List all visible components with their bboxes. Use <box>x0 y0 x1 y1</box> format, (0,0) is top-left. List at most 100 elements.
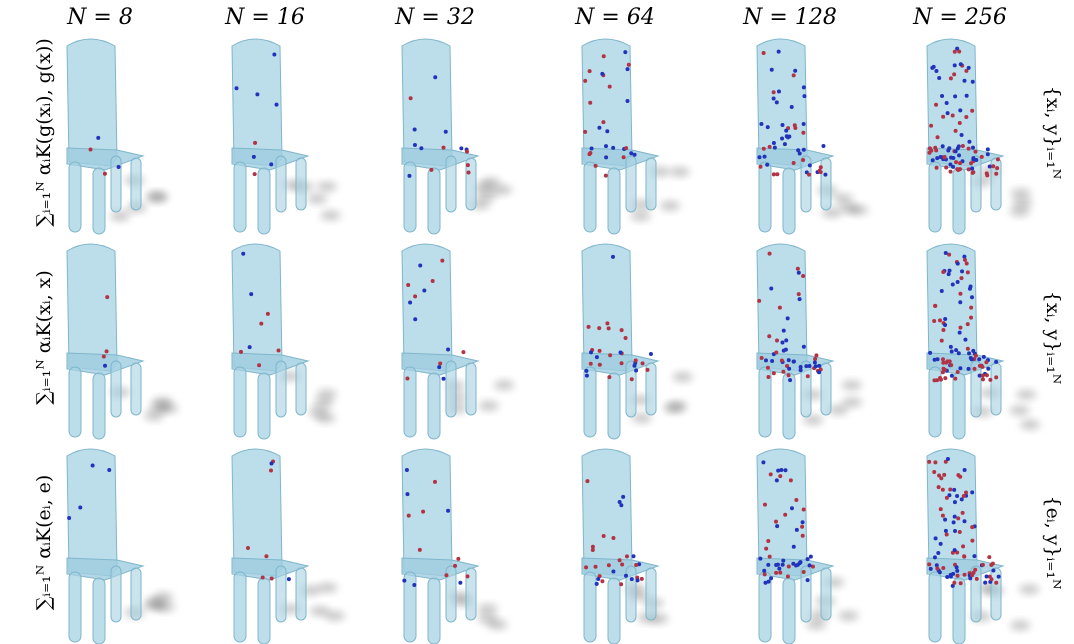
chair-render <box>67 244 178 439</box>
sample-point <box>89 147 93 151</box>
sample-point <box>958 331 962 335</box>
shadow <box>667 401 687 411</box>
chair-render <box>927 244 1040 439</box>
shadow <box>838 611 858 621</box>
sample-point <box>277 349 281 353</box>
sample-point <box>946 457 950 461</box>
sample-point <box>801 520 805 524</box>
sample-point <box>946 111 950 115</box>
sample-point <box>777 50 781 54</box>
sample-point <box>944 165 948 169</box>
sample-point <box>951 165 955 169</box>
shadow <box>673 372 693 382</box>
sample-point <box>246 546 250 550</box>
sample-point <box>287 577 291 581</box>
sample-point <box>807 173 811 177</box>
sample-point <box>630 577 634 581</box>
sample-point <box>241 252 245 256</box>
chair <box>67 449 143 644</box>
sample-point <box>958 475 962 479</box>
sample-point <box>940 339 944 343</box>
sample-point <box>937 485 941 489</box>
sample-point <box>787 358 791 362</box>
sample-point <box>954 160 958 164</box>
sample-point <box>778 474 782 478</box>
sample-point <box>778 571 782 575</box>
sample-point <box>801 534 805 538</box>
sample-point <box>433 75 437 79</box>
sample-point <box>783 142 787 146</box>
sample-point <box>939 542 943 546</box>
shadow <box>670 167 690 177</box>
sample-point <box>961 544 965 548</box>
sample-point <box>802 94 806 98</box>
sample-point <box>253 172 257 176</box>
sample-point <box>808 563 812 567</box>
sample-point <box>235 86 239 90</box>
sample-point <box>774 571 778 575</box>
shadow <box>321 210 341 220</box>
sample-point <box>929 567 933 571</box>
sample-point <box>802 507 806 511</box>
sample-point <box>772 97 776 101</box>
shadow <box>479 401 499 411</box>
sample-point <box>939 155 943 159</box>
sample-point <box>953 63 957 67</box>
sample-point <box>802 85 806 89</box>
sample-point <box>402 579 406 583</box>
sample-point <box>959 276 963 280</box>
sample-point <box>239 350 243 354</box>
sample-point <box>259 322 263 326</box>
sample-point <box>634 368 638 372</box>
sample-point <box>943 376 947 380</box>
sample-point <box>627 63 631 67</box>
sample-point <box>967 367 971 371</box>
sample-point <box>950 374 954 378</box>
sample-point <box>941 357 945 361</box>
sample-point <box>780 341 784 345</box>
column-header: N = 128 <box>742 5 837 30</box>
sample-point <box>956 574 960 578</box>
sample-point <box>784 129 788 133</box>
sample-point <box>764 358 768 362</box>
sample-point <box>768 252 772 256</box>
sample-point <box>584 369 588 373</box>
sample-point <box>985 574 989 578</box>
sample-point <box>583 130 587 134</box>
sample-point <box>957 153 961 157</box>
sample-point <box>591 548 595 552</box>
shadow <box>478 614 498 624</box>
sample-point <box>625 554 629 558</box>
sample-point <box>412 583 416 587</box>
shadow <box>1011 188 1031 198</box>
sample-point <box>775 339 779 343</box>
sample-point <box>587 325 591 329</box>
sample-point <box>467 171 471 175</box>
sample-point <box>994 375 998 379</box>
sample-point <box>954 129 958 133</box>
sample-point <box>589 350 593 354</box>
shadow <box>848 205 868 215</box>
sample-point <box>949 76 953 80</box>
sample-point <box>788 378 792 382</box>
sample-point <box>940 94 944 98</box>
sample-point <box>252 155 256 159</box>
sample-point <box>970 109 974 113</box>
sample-point <box>972 554 976 558</box>
row-label-right: {eᵢ, y}ᵢ₌₁ᴺ <box>1042 496 1064 590</box>
sample-point <box>107 468 111 472</box>
sample-point <box>632 554 636 558</box>
sample-point <box>967 167 971 171</box>
sample-point <box>773 146 777 150</box>
sample-point <box>953 377 957 381</box>
sample-point <box>931 158 935 162</box>
sample-point <box>604 155 608 159</box>
sample-point <box>775 524 779 528</box>
sample-point <box>585 374 589 378</box>
sample-point <box>945 101 949 105</box>
shadow <box>144 411 164 421</box>
sample-point <box>987 555 991 559</box>
sample-point <box>781 559 785 563</box>
sample-point <box>619 350 623 354</box>
sample-point <box>782 329 786 333</box>
